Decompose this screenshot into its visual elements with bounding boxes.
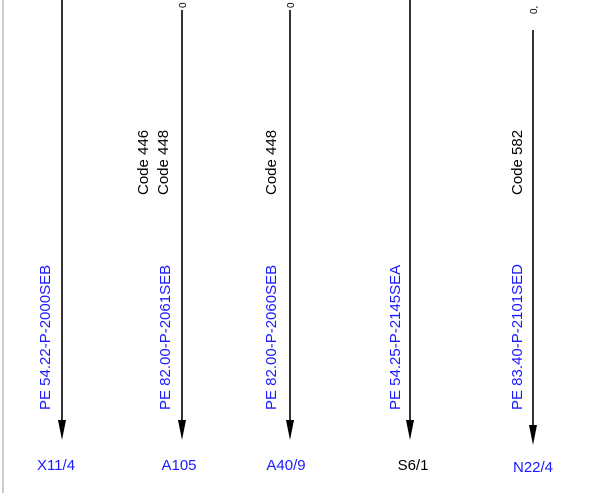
pe-label: PE 54.25-P-2145SEA [387,265,404,410]
code-label: Code 582 [509,130,526,195]
arrowhead [529,425,537,445]
code-label: Code 446 [135,130,152,195]
pe-label: PE 82.00-P-2061SEB [157,265,174,410]
wire-column: 0 Code 448 PE 82.00-P-2060SEB A40/9 [263,2,306,474]
pe-label: PE 82.00-P-2060SEB [263,265,280,410]
wire-column: PE 54.25-P-2145SEA S6/1 [387,0,428,474]
top-mark: 0 [178,2,189,8]
code-label: Code 448 [155,130,172,195]
connector-label: S6/1 [398,457,429,474]
top-mark: 0, [529,6,540,14]
wire-column: 0, Code 582 PE 83.40-P-2101SED N22/4 [509,6,553,476]
arrowhead [286,420,294,440]
wire-column: PE 54.22-P-2000SEB X11/4 [37,0,75,474]
top-mark: 0 [286,2,297,8]
pe-label: PE 54.22-P-2000SEB [37,265,54,410]
wire-column: 0 Code 446 Code 448 PE 82.00-P-2061SEB A… [135,2,197,474]
code-label: Code 448 [263,130,280,195]
connector-label: X11/4 [37,457,75,474]
arrowhead [178,420,186,440]
connector-label: A40/9 [266,457,305,474]
arrowhead [58,420,66,440]
pe-label: PE 83.40-P-2101SED [509,264,526,410]
arrowhead [406,420,414,440]
connector-label: N22/4 [513,459,553,476]
connector-label: A105 [161,457,196,474]
